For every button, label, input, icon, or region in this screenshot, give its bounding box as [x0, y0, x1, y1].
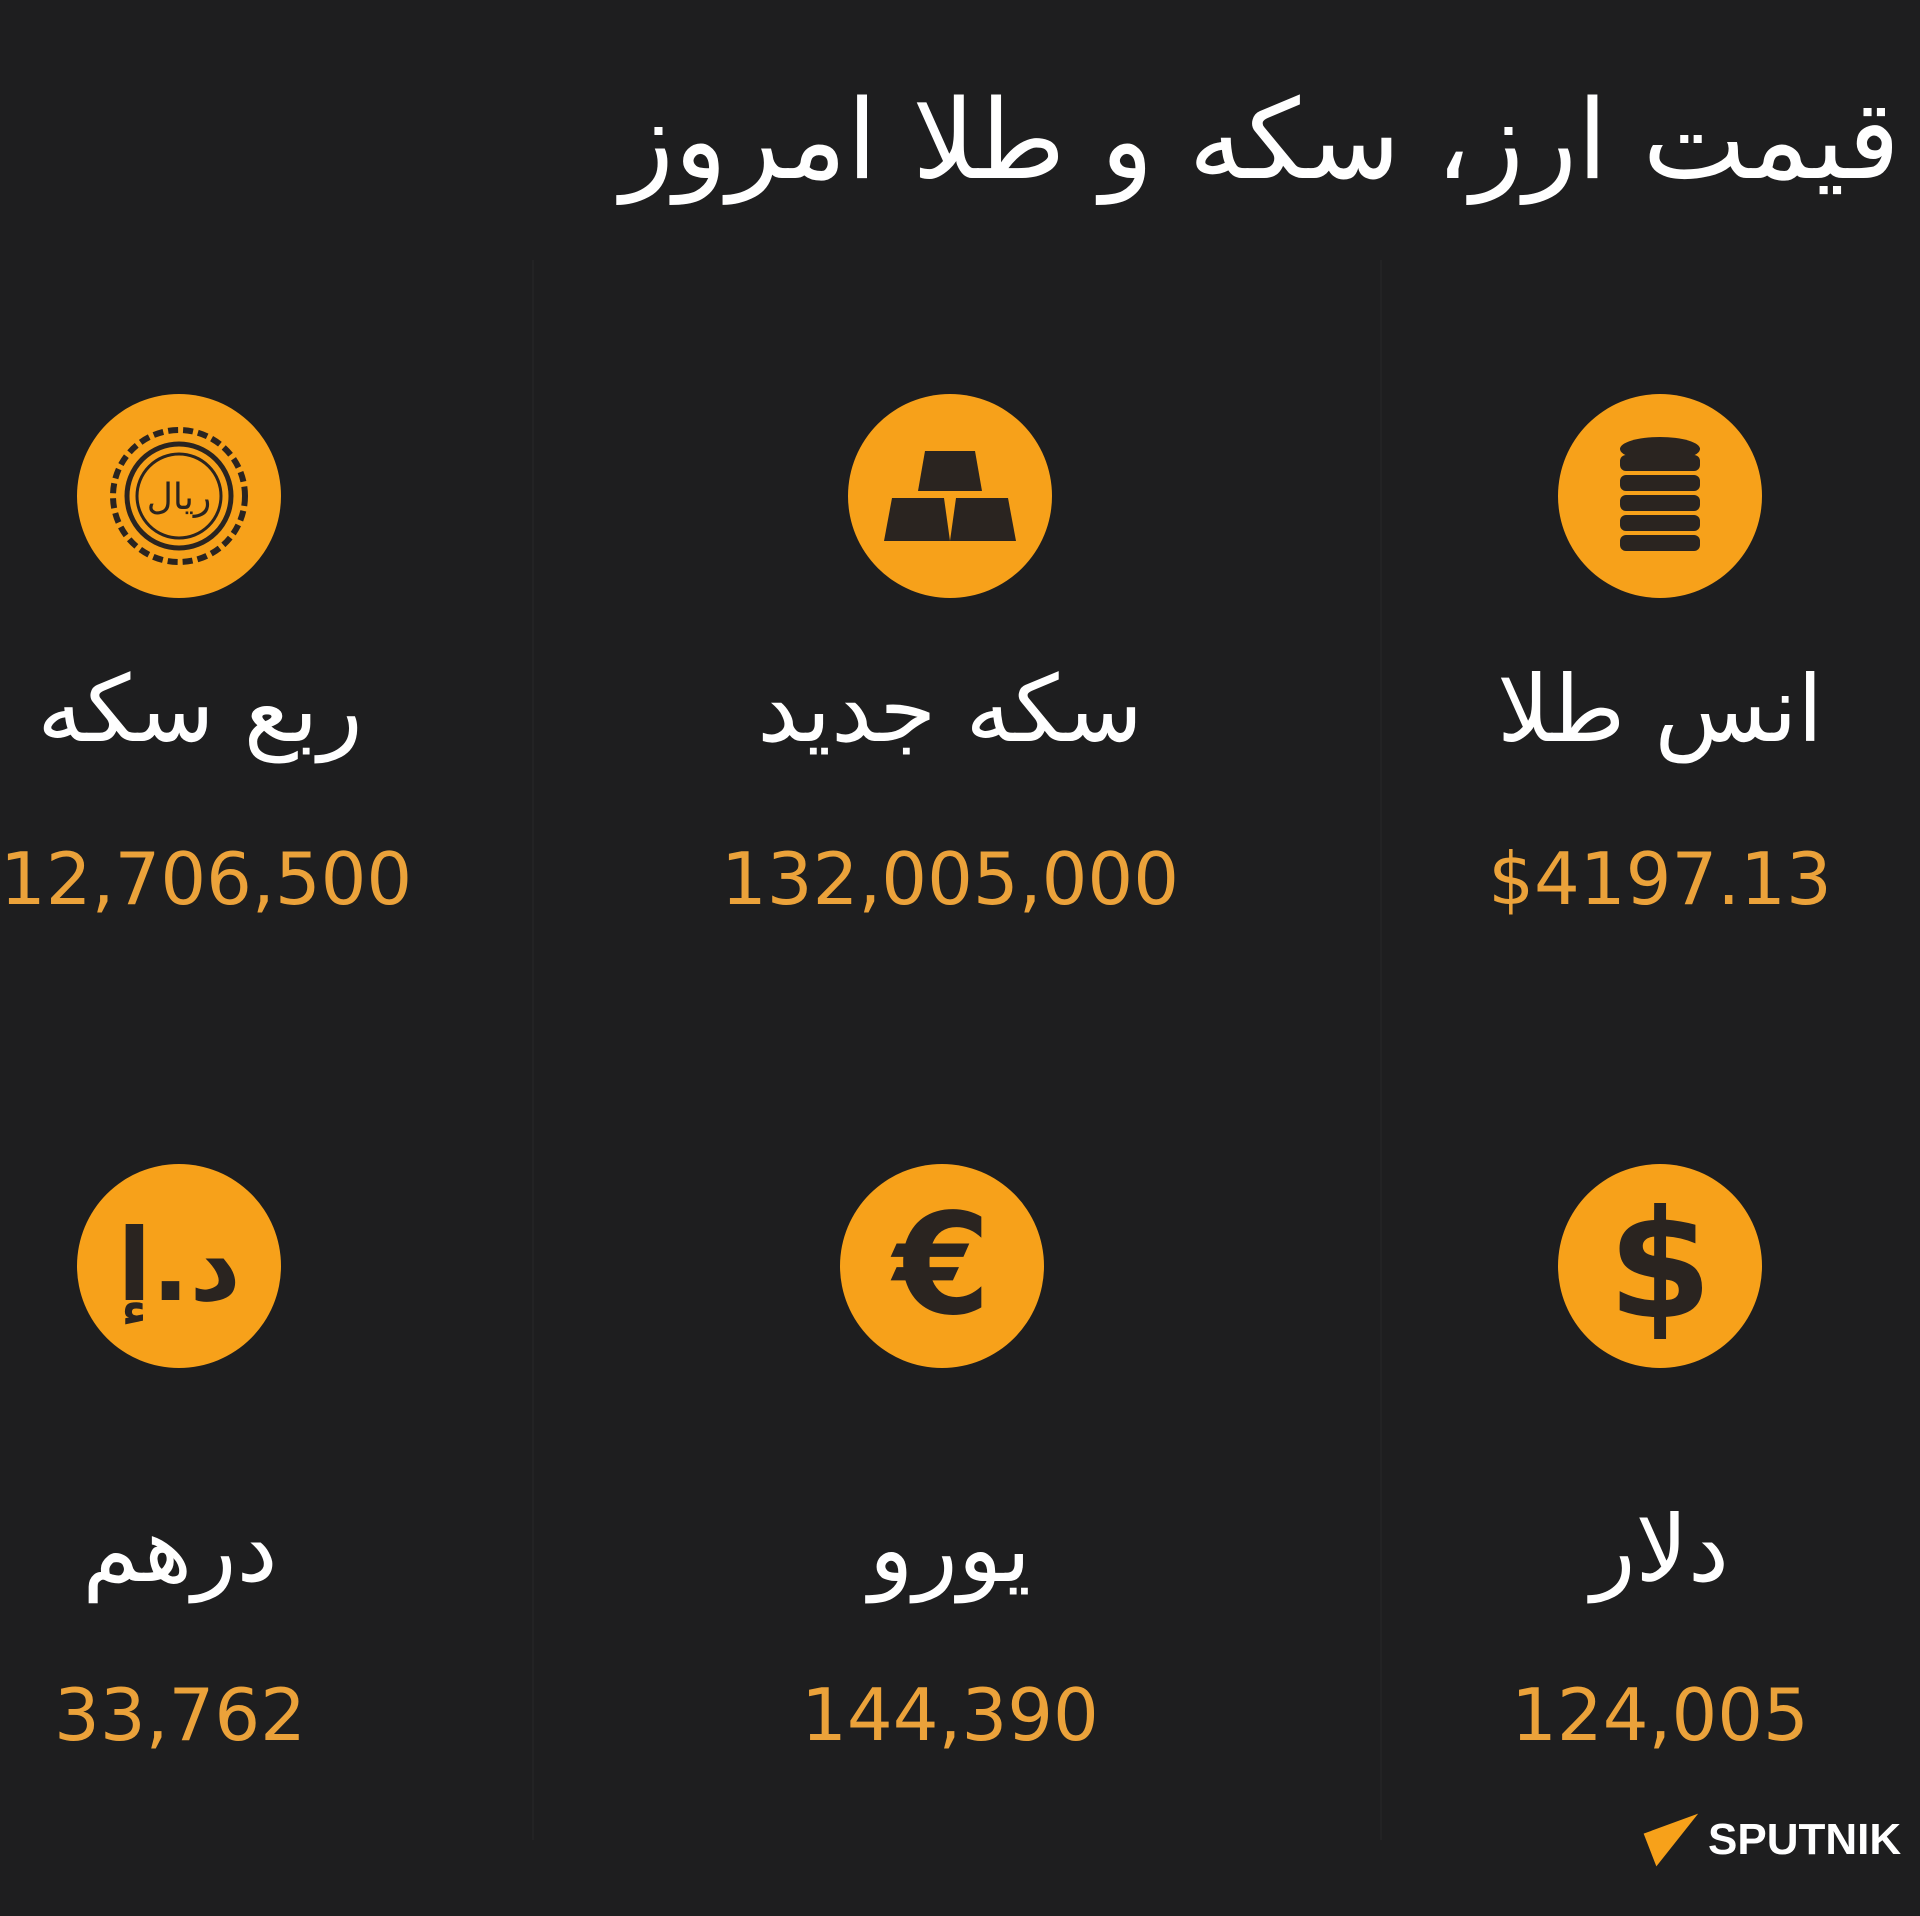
coin-stack-icon [1558, 394, 1762, 598]
column-divider [532, 260, 534, 1840]
item-label: انس طلا [1497, 656, 1823, 763]
item-value: 33,762 [54, 1673, 306, 1757]
column-divider [1380, 260, 1382, 1840]
logo-text: SPUTNIK [1708, 1815, 1902, 1864]
item-value: 124,005 [1511, 1673, 1809, 1757]
sputnik-logo: SPUTNIK [1640, 1810, 1901, 1870]
item-label: یورو [869, 1496, 1031, 1603]
svg-text:ریال: ریال [147, 477, 212, 518]
page-title: قیمت ارز، سکه و طلا امروز [620, 76, 1900, 204]
item-value: $4197.13 [1488, 837, 1832, 921]
item-value: 12,706,500 [0, 837, 413, 921]
dollar-icon: $ [1558, 1164, 1762, 1368]
sputnik-arrow-icon [1643, 1813, 1699, 1867]
item-label: دلار [1591, 1496, 1729, 1603]
item-label: ربع سکه [37, 656, 363, 763]
item-value: 144,390 [801, 1673, 1099, 1757]
euro-icon: € [840, 1164, 1044, 1368]
dirham-icon: د.إ [77, 1164, 281, 1368]
item-label: سکه جدید [757, 656, 1143, 763]
gold-bars-icon [848, 394, 1052, 598]
item-value: 132,005,000 [720, 837, 1180, 921]
item-label: درهم [82, 1496, 278, 1603]
rial-coin-icon: ریال [77, 394, 281, 598]
